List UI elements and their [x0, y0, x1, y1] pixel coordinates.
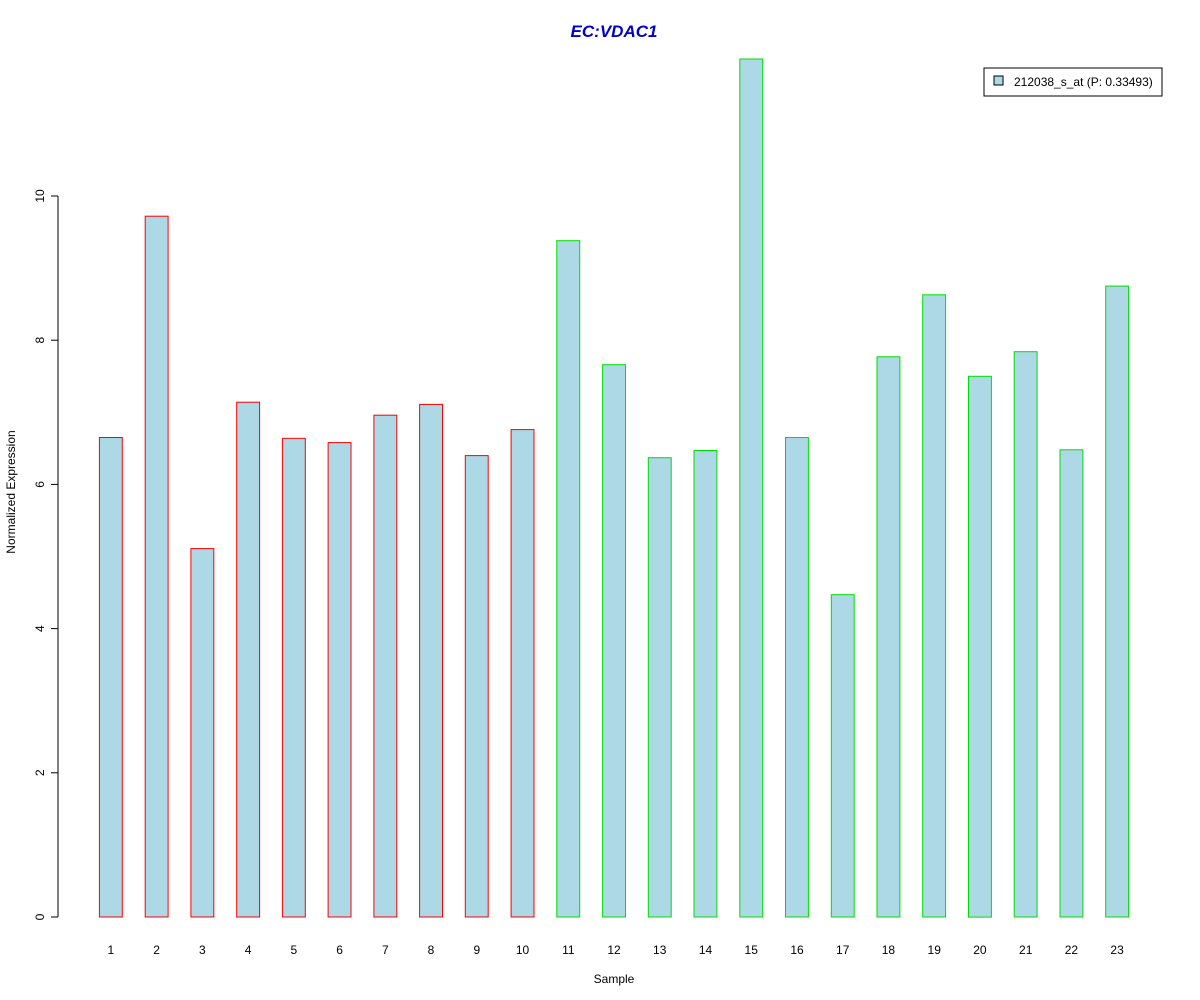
bar-sample-16 — [785, 437, 809, 918]
bar-sample-23 — [1105, 285, 1130, 918]
bar-sample-11 — [556, 240, 581, 918]
bar-sample-7 — [373, 414, 398, 918]
x-tick-label: 7 — [382, 943, 389, 957]
x-tick-label: 12 — [607, 943, 621, 957]
bar-sample-4 — [236, 401, 261, 918]
x-tick-label: 6 — [336, 943, 343, 957]
x-tick-label: 5 — [290, 943, 297, 957]
y-axis-label: Normalized Expression — [4, 430, 18, 553]
y-tick-label: 6 — [33, 481, 47, 488]
x-tick-label: 18 — [882, 943, 896, 957]
y-tick-label: 0 — [33, 913, 47, 920]
x-tick-label: 10 — [516, 943, 530, 957]
bars — [98, 58, 1130, 918]
bar-sample-2 — [144, 215, 169, 918]
bar-sample-8 — [419, 403, 444, 918]
x-tick-label: 11 — [562, 943, 575, 957]
x-tick-label: 9 — [473, 943, 480, 957]
bar-sample-14 — [693, 450, 718, 918]
bar-sample-9 — [464, 455, 489, 918]
bar-sample-22 — [1059, 449, 1084, 918]
legend-series-name: 212038_s_at (P: 0.33493) — [1014, 75, 1153, 89]
x-tick-labels: 1 2 3 4 5 6 7 8 9 10 11 12 13 14 15 16 17 18 19 20 21 22 23 — [108, 943, 1125, 957]
x-tick-label: 23 — [1110, 943, 1124, 957]
x-tick-label: 4 — [245, 943, 252, 957]
x-tick-label: 1 — [108, 943, 115, 957]
y-tick-label: 8 — [33, 337, 47, 344]
bar-sample-13 — [647, 457, 672, 918]
x-tick-label: 8 — [428, 943, 435, 957]
bar-sample-17 — [830, 594, 855, 918]
bar-sample-20 — [968, 375, 992, 918]
bar-sample-5 — [281, 437, 306, 918]
y-tick-label: 10 — [33, 189, 47, 203]
x-tick-label: 14 — [699, 943, 713, 957]
legend: 212038_s_at (P: 0.33493) — [983, 67, 1163, 97]
bar-sample-6 — [327, 442, 352, 918]
x-tick-label: 2 — [153, 943, 160, 957]
x-tick-label: 3 — [199, 943, 206, 957]
x-tick-label: 22 — [1065, 943, 1079, 957]
legend-swatch — [993, 75, 1004, 86]
y-tick-label: 4 — [33, 625, 47, 632]
chart-title: EC:VDAC1 — [571, 22, 658, 41]
x-tick-label: 13 — [653, 943, 667, 957]
x-tick-label: 15 — [745, 943, 759, 957]
x-tick-label: 17 — [836, 943, 850, 957]
bar-sample-15 — [739, 58, 764, 918]
x-axis-label: Sample — [594, 972, 635, 986]
y-tick-label: 2 — [33, 769, 47, 776]
x-tick-label: 20 — [973, 943, 987, 957]
bar-sample-19 — [922, 294, 947, 918]
legend-box — [983, 67, 1163, 97]
bar-sample-3 — [190, 548, 215, 918]
bar-sample-12 — [602, 364, 626, 918]
y-axis: 0 2 4 6 8 10 — [33, 189, 59, 920]
bar-sample-1 — [98, 437, 123, 918]
x-tick-label: 16 — [790, 943, 804, 957]
bar-sample-10 — [510, 429, 535, 918]
bar-sample-18 — [876, 356, 901, 918]
x-tick-label: 21 — [1019, 943, 1033, 957]
bar-sample-21 — [1013, 351, 1038, 918]
x-tick-label: 19 — [928, 943, 942, 957]
